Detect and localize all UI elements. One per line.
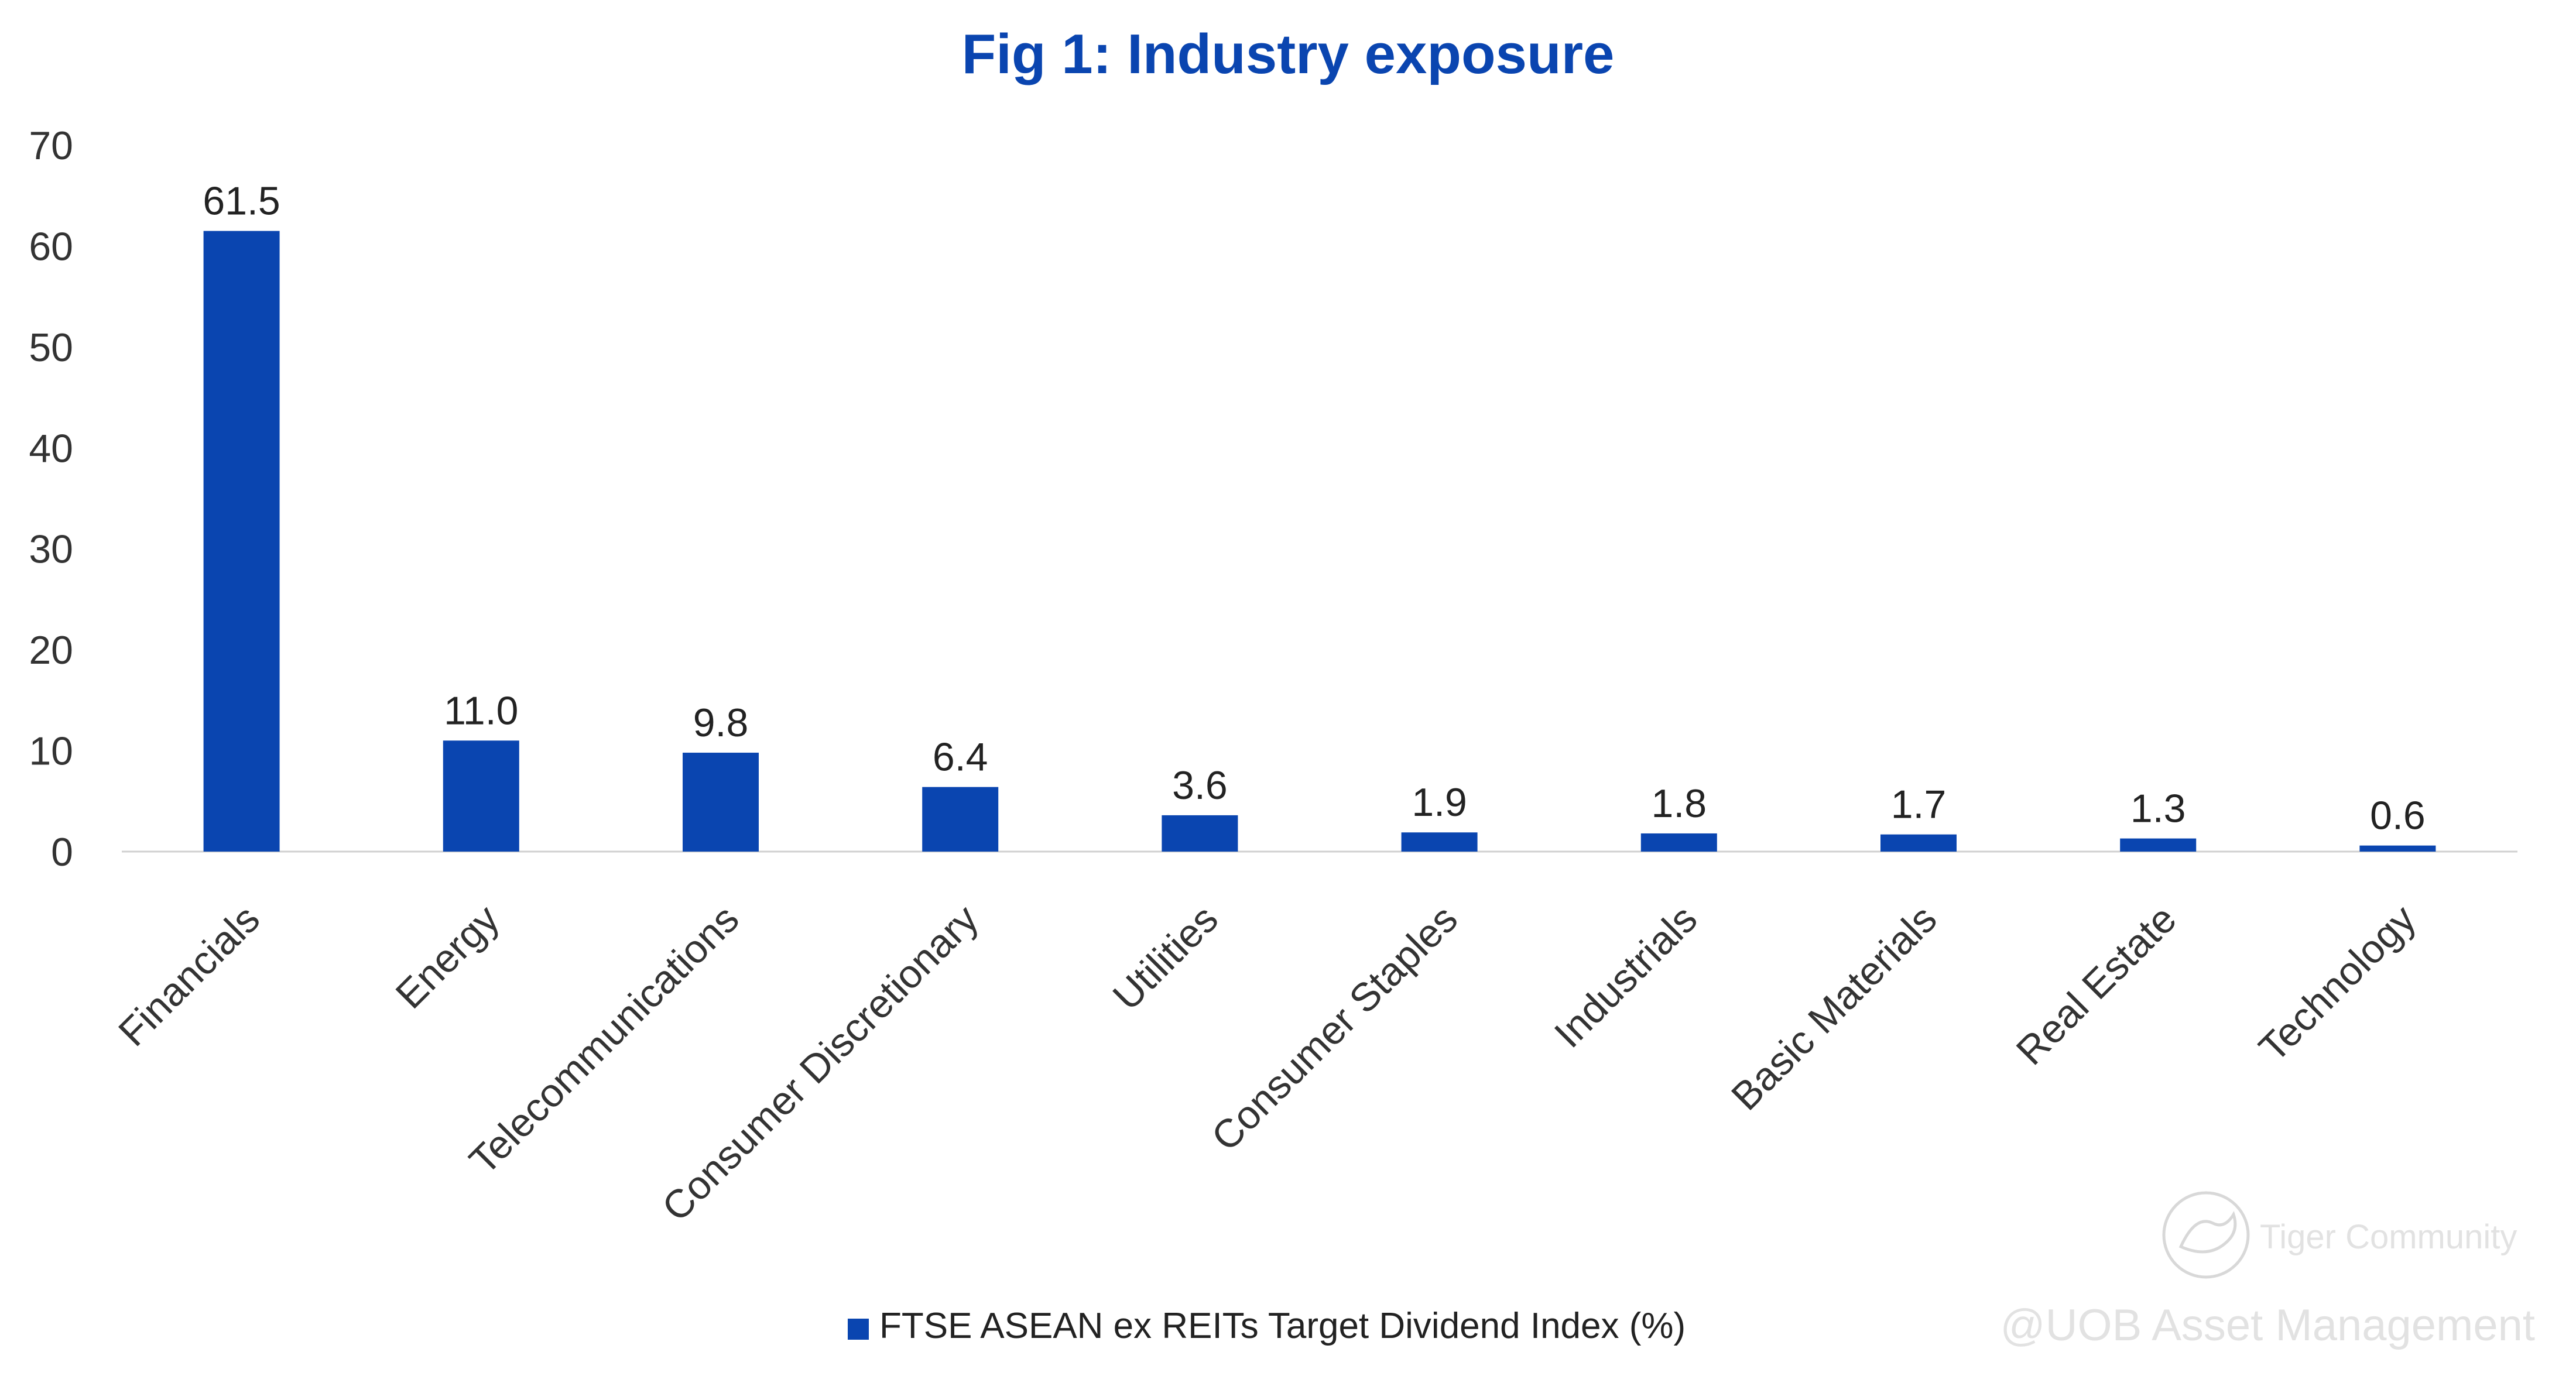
watermark-brand: Tiger Community [2260, 1218, 2517, 1256]
bar [203, 231, 280, 852]
x-tick-label: Energy [387, 897, 508, 1017]
y-tick-label: 0 [51, 830, 73, 874]
data-label: 3.6 [1172, 763, 1228, 808]
bar [2120, 838, 2197, 852]
data-label: 0.6 [2370, 794, 2426, 838]
x-tick-label: Real Estate [2008, 897, 2184, 1073]
chart-title: Fig 1: Industry exposure [962, 23, 1615, 85]
y-tick-label: 10 [29, 729, 73, 774]
y-tick-label: 40 [29, 426, 73, 471]
legend-swatch [848, 1319, 869, 1340]
y-tick-label: 20 [29, 628, 73, 672]
bars [203, 231, 2436, 852]
y-axis: 0 10 20 30 40 50 60 70 [29, 123, 73, 874]
data-label: 1.3 [2130, 787, 2186, 831]
legend-label: FTSE ASEAN ex REITs Target Dividend Inde… [879, 1306, 1686, 1346]
x-tick-label: Utilities [1104, 897, 1227, 1019]
bar [1640, 833, 1717, 852]
x-tick-label: Industrials [1546, 897, 1706, 1056]
bar [1880, 834, 1957, 852]
data-label: 61.5 [203, 179, 280, 224]
data-label: 9.8 [693, 701, 749, 745]
y-tick-label: 70 [29, 123, 73, 168]
data-labels: 61.5 11.0 9.8 6.4 3.6 1.9 1.8 1.7 1.3 0.6 [203, 179, 2425, 838]
tiger-logo-icon [2162, 1191, 2250, 1279]
data-label: 1.8 [1652, 781, 1707, 826]
data-label: 1.7 [1891, 783, 1947, 827]
x-tick-label: Financials [110, 897, 268, 1055]
data-label: 1.9 [1412, 780, 1467, 825]
x-tick-label: Telecommunications [461, 897, 747, 1183]
bar [683, 753, 759, 852]
y-tick-label: 30 [29, 527, 73, 572]
x-tick-label: Technology [2250, 897, 2424, 1070]
bar [922, 787, 999, 852]
x-tick-label: Consumer Staples [1203, 897, 1466, 1159]
bar [443, 740, 519, 852]
bar [1401, 832, 1478, 852]
data-label: 11.0 [444, 688, 518, 733]
y-tick-label: 60 [29, 224, 73, 269]
watermark-credit: @UOB Asset Management [2000, 1300, 2535, 1350]
y-tick-label: 50 [29, 325, 73, 370]
watermark: Tiger Community @UOB Asset Management [2000, 1191, 2535, 1350]
bar [2359, 845, 2436, 852]
bar [1162, 815, 1238, 852]
legend: FTSE ASEAN ex REITs Target Dividend Inde… [848, 1306, 1686, 1346]
x-tick-label: Basic Materials [1723, 897, 1945, 1119]
data-label: 6.4 [933, 735, 988, 780]
